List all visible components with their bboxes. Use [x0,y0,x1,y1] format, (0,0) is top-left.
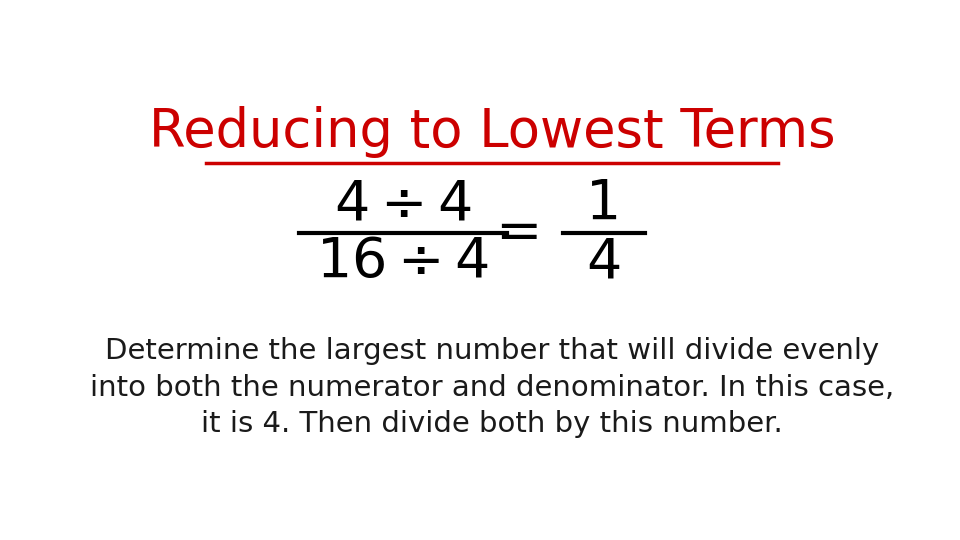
Text: 4: 4 [586,235,621,289]
Text: it is 4. Then divide both by this number.: it is 4. Then divide both by this number… [202,410,782,438]
Text: 1: 1 [586,177,621,231]
Text: $\mathregular{16 \div 4}$: $\mathregular{16 \div 4}$ [316,235,490,289]
Text: Reducing to Lowest Terms: Reducing to Lowest Terms [149,106,835,158]
Text: Determine the largest number that will divide evenly: Determine the largest number that will d… [105,337,879,365]
Text: $\mathregular{4 \div 4}$: $\mathregular{4 \div 4}$ [334,177,471,231]
Text: into both the numerator and denominator. In this case,: into both the numerator and denominator.… [90,374,894,402]
Text: =: = [494,207,541,261]
